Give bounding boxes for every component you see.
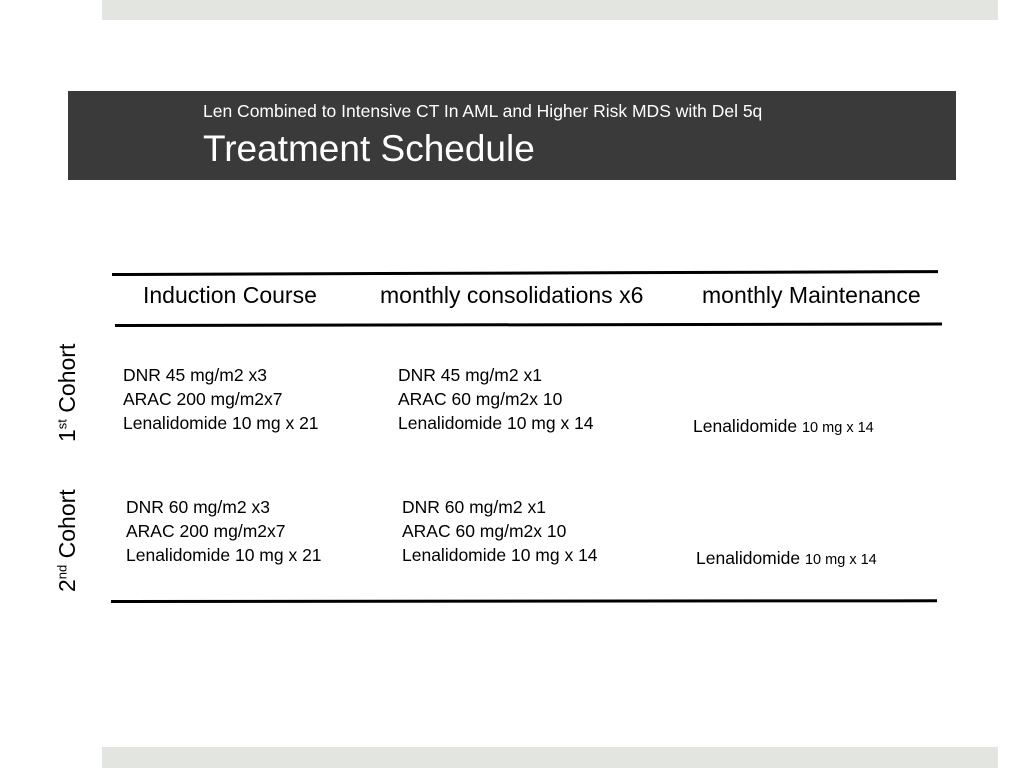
cell-line: DNR 45 mg/m2 x1 bbox=[398, 365, 542, 385]
cell-line: ARAC 200 mg/m2x7 bbox=[126, 521, 286, 541]
cohort2-maintenance-cell: Lenalidomide 10 mg x 14 bbox=[696, 548, 877, 569]
maintenance-drug: Lenalidomide bbox=[693, 416, 798, 436]
table-top-rule bbox=[111, 270, 938, 276]
cohort-label-1: 1st Cohort bbox=[54, 343, 80, 442]
cell-line: DNR 60 mg/m2 x3 bbox=[126, 497, 270, 517]
cell-line: DNR 45 mg/m2 x3 bbox=[123, 365, 267, 385]
bottom-decor-band bbox=[102, 747, 998, 768]
cohort2-induction-cell: DNR 60 mg/m2 x3 ARAC 200 mg/m2x7 Lenalid… bbox=[126, 495, 322, 567]
cell-line: ARAC 60 mg/m2x 10 bbox=[398, 389, 563, 409]
cell-line: ARAC 200 mg/m2x7 bbox=[123, 389, 283, 409]
cohort1-consolidation-cell: DNR 45 mg/m2 x1 ARAC 60 mg/m2x 10 Lenali… bbox=[398, 363, 594, 435]
cell-line: Lenalidomide 10 mg x 21 bbox=[123, 413, 319, 433]
cohort1-maintenance-cell: Lenalidomide 10 mg x 14 bbox=[693, 416, 874, 437]
cohort-label-2: 2nd Cohort bbox=[54, 489, 80, 592]
column-header-maintenance: monthly Maintenance bbox=[702, 282, 921, 308]
cell-line: Lenalidomide 10 mg x 14 bbox=[402, 545, 598, 565]
cell-line: DNR 60 mg/m2 x1 bbox=[402, 497, 546, 517]
maintenance-dose: 10 mg x 14 bbox=[804, 552, 877, 568]
cohort1-induction-cell: DNR 45 mg/m2 x3 ARAC 200 mg/m2x7 Lenalid… bbox=[123, 363, 319, 435]
top-decor-band bbox=[102, 0, 998, 20]
cohort2-consolidation-cell: DNR 60 mg/m2 x1 ARAC 60 mg/m2x 10 Lenali… bbox=[402, 495, 598, 567]
maintenance-drug: Lenalidomide bbox=[696, 548, 801, 568]
table-bottom-rule bbox=[110, 599, 938, 603]
column-header-induction: Induction Course bbox=[143, 282, 317, 308]
cell-line: Lenalidomide 10 mg x 14 bbox=[398, 413, 594, 433]
column-header-consolidation: monthly consolidations x6 bbox=[380, 282, 644, 308]
header-bottom-rule bbox=[114, 322, 943, 327]
maintenance-dose: 10 mg x 14 bbox=[801, 420, 874, 436]
slide-subtitle: Len Combined to Intensive CT In AML and … bbox=[203, 101, 763, 121]
title-bar bbox=[68, 91, 956, 180]
cell-line: Lenalidomide 10 mg x 21 bbox=[126, 545, 322, 565]
cell-line: ARAC 60 mg/m2x 10 bbox=[402, 521, 567, 541]
slide-title: Treatment Schedule bbox=[203, 128, 535, 169]
